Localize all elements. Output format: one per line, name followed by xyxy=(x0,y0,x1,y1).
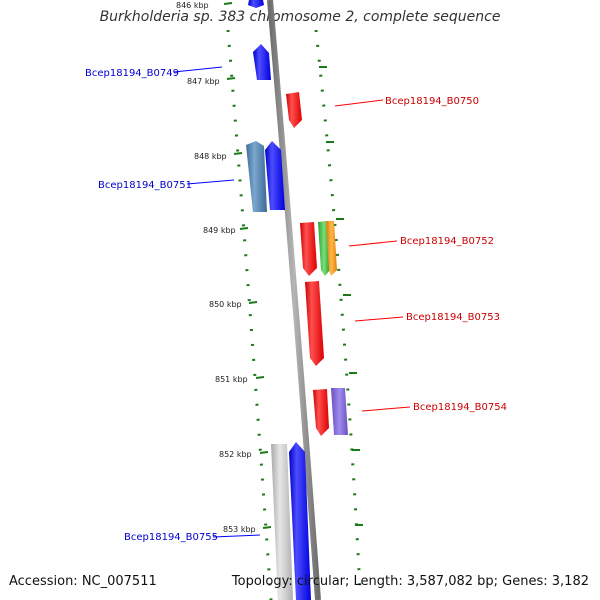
tick-mark xyxy=(233,152,243,155)
tick-label-848: 848 kbp xyxy=(194,152,227,161)
accession-text: Accession: NC_007511 xyxy=(9,574,157,589)
leader-line-B0750 xyxy=(334,99,384,107)
leader-line-B0751 xyxy=(186,179,235,185)
chromosome-backbone xyxy=(267,0,321,600)
tick-label-846: 846 kbp xyxy=(176,1,209,10)
gene-arrow-B0751[interactable] xyxy=(265,141,285,210)
gene-arrow-B0752-orange[interactable] xyxy=(326,221,337,276)
gene-arrow-B0755[interactable] xyxy=(289,442,311,600)
inner-guide-dots xyxy=(226,29,273,600)
outer-guide-dots xyxy=(314,29,362,591)
gene-label-B0754[interactable]: Bcep18194_B0754 xyxy=(413,402,507,413)
gene-label-B0755[interactable]: Bcep18194_B0755 xyxy=(124,532,218,543)
tick-label-849: 849 kbp xyxy=(203,226,236,235)
tick-label-850: 850 kbp xyxy=(209,300,242,309)
tick-group: 846 kbp 847 kbp 848 kbp 849 kbp 850 kbp … xyxy=(176,1,363,534)
forward-strand-features xyxy=(286,92,348,436)
gene-labels: Bcep18194_B0749 Bcep18194_B0750 Bcep1819… xyxy=(85,68,507,543)
gene-arrow-top-offscreen[interactable] xyxy=(248,0,264,8)
tick-mark xyxy=(259,451,269,454)
tick-mark xyxy=(239,227,249,230)
leader-line-B0752 xyxy=(348,240,398,247)
leader-line-B0754 xyxy=(361,406,411,412)
tick-mark xyxy=(248,301,258,304)
gene-arrow-B0749[interactable] xyxy=(253,44,271,80)
gene-arrow-B0752[interactable] xyxy=(300,222,317,276)
tick-label-851: 851 kbp xyxy=(215,375,248,384)
gene-label-B0751[interactable]: Bcep18194_B0751 xyxy=(98,180,192,191)
gene-arrow-grey-lower[interactable] xyxy=(271,444,293,600)
gene-arrow-B0754[interactable] xyxy=(313,389,329,436)
leader-lines xyxy=(173,66,411,538)
tick-label-847: 847 kbp xyxy=(187,77,220,86)
leader-line-B0755 xyxy=(212,534,261,538)
tick-mark xyxy=(226,77,236,80)
tick-label-853: 853 kbp xyxy=(223,525,256,534)
gene-label-B0749[interactable]: Bcep18194_B0749 xyxy=(85,68,179,79)
leader-line-B0749 xyxy=(173,66,223,73)
tick-mark xyxy=(255,376,265,379)
gene-label-B0752[interactable]: Bcep18194_B0752 xyxy=(400,236,494,247)
tick-label-852: 852 kbp xyxy=(219,450,252,459)
leader-line-B0753 xyxy=(354,316,404,322)
map-title: Burkholderia sp. 383 chromosome 2, compl… xyxy=(99,9,501,25)
topology-text: Topology: circular; Length: 3,587,082 bp… xyxy=(231,574,589,589)
gene-arrow-B0751-grey[interactable] xyxy=(246,141,267,212)
gene-arrow-B0750[interactable] xyxy=(286,92,302,128)
reverse-strand-features xyxy=(246,0,311,600)
gene-label-B0750[interactable]: Bcep18194_B0750 xyxy=(385,96,479,107)
tick-mark xyxy=(262,526,272,529)
gene-arrow-B0754-purple[interactable] xyxy=(331,388,348,435)
gene-arrow-B0753[interactable] xyxy=(305,281,324,366)
gene-label-B0753[interactable]: Bcep18194_B0753 xyxy=(406,312,500,323)
tick-mark xyxy=(223,2,233,5)
